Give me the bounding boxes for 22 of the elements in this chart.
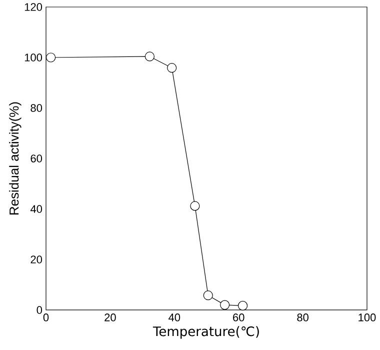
- y-tick-label: 60: [30, 154, 42, 162]
- point: [220, 300, 230, 310]
- y-tick-label: 20: [30, 256, 42, 264]
- y-tick-label: 100: [24, 54, 42, 62]
- point: [46, 52, 56, 62]
- x-tick-label: 40: [168, 314, 180, 322]
- y-tick-label: 120: [24, 3, 42, 11]
- point: [203, 290, 213, 300]
- x-axis-title: Temperature(℃): [152, 326, 259, 339]
- x-tick-label: 100: [358, 314, 376, 322]
- point: [238, 300, 248, 310]
- x-tick-label: 20: [104, 314, 116, 322]
- y-tick-label: 40: [30, 205, 42, 213]
- x-tick-label: 60: [233, 314, 244, 322]
- y-axis-title: Residual activity(%): [9, 102, 22, 214]
- y-tick-label: 80: [30, 104, 42, 112]
- point: [190, 201, 200, 211]
- y-tick-label: 0: [36, 306, 42, 314]
- x-tick-label: 0: [43, 314, 49, 322]
- point: [144, 52, 154, 62]
- point: [167, 63, 177, 73]
- x-tick-label: 80: [297, 314, 308, 322]
